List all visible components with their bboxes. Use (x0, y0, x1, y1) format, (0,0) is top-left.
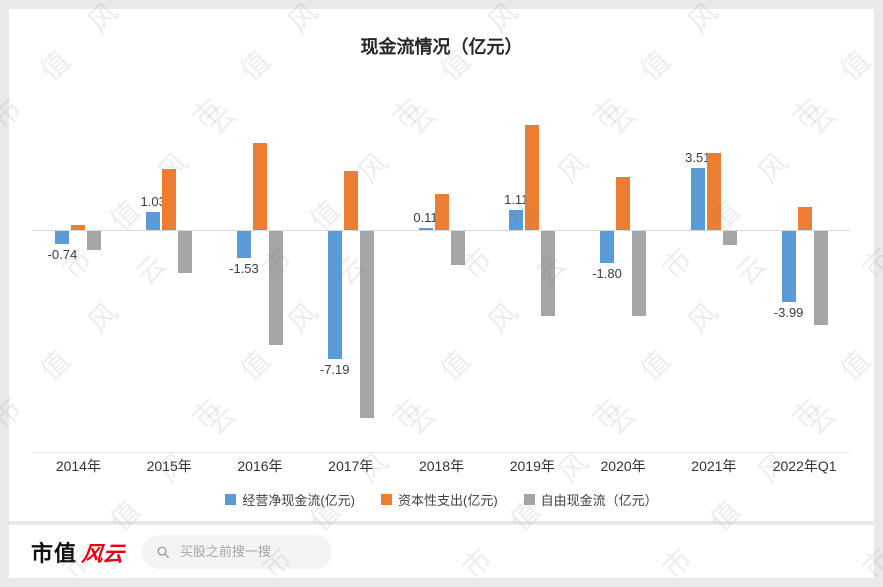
bar-free-cash-flow-2020年 (632, 231, 647, 317)
bar-free-cash-flow-2015年 (178, 231, 193, 274)
bar-free-cash-flow-2022年Q1 (813, 231, 828, 326)
data-label-operating-net-cash-flow-2015年: 1.03 (140, 193, 166, 209)
x-label-2020年: 2020年 (600, 457, 646, 474)
bar-capital-expenditure-2021年 (706, 153, 721, 230)
x-label-2022年Q1: 2022年Q1 (772, 457, 837, 474)
bar-capital-expenditure-2015年 (162, 169, 177, 230)
search-bar[interactable] (142, 534, 333, 569)
data-label-operating-net-cash-flow-2017年: -7.19 (319, 361, 350, 377)
legend-swatch-free-cash-flow (523, 494, 535, 505)
legend-item-operating-net-cash-flow: 经营净现金流(亿元) (225, 490, 355, 509)
data-label-operating-net-cash-flow-2016年: -1.53 (229, 261, 259, 277)
legend-label-capital-expenditure: 资本性支出(亿元) (397, 493, 498, 508)
bar-capital-expenditure-2016年 (252, 142, 267, 230)
legend-label-operating-net-cash-flow: 经营净现金流(亿元) (242, 493, 355, 508)
data-label-operating-net-cash-flow-2014年: -0.74 (47, 247, 78, 263)
legend-item-capital-expenditure: 资本性支出(亿元) (380, 490, 498, 509)
zero-axis-line (33, 230, 850, 231)
legend-label-free-cash-flow: 自由现金流（亿元） (540, 493, 658, 508)
logo-text-fengyun: 风云 (80, 542, 126, 566)
bar-operating-net-cash-flow-2022年Q1 (781, 231, 796, 303)
x-label-2017年: 2017年 (328, 457, 374, 474)
bar-capital-expenditure-2018年 (434, 194, 449, 230)
bar-operating-net-cash-flow-2015年 (146, 211, 161, 230)
bar-capital-expenditure-2020年 (616, 176, 631, 230)
chart-title: 现金流情况（亿元） (360, 37, 523, 57)
data-label-operating-net-cash-flow-2021年: 3.51 (685, 149, 711, 165)
logo-text-shizhi: 市值 (31, 540, 78, 566)
data-label-operating-net-cash-flow-2020年: -1.80 (592, 266, 622, 282)
bar-operating-net-cash-flow-2019年 (509, 210, 524, 230)
x-label-2018年: 2018年 (418, 457, 465, 474)
plot-area: -0.74 1.03 -1.53 -7.19 0.11 1.11 -1.80 3.51 -3.9… (33, 59, 850, 452)
footer-bar: 市值 风云 (9, 525, 874, 578)
legend-swatch-capital-expenditure (380, 494, 392, 505)
data-label-operating-net-cash-flow-2022年Q1: -3.99 (773, 305, 804, 321)
x-label-2021年: 2021年 (691, 457, 737, 474)
logo: 市值 风云 (31, 536, 126, 568)
x-label-2016年: 2016年 (237, 457, 283, 474)
bar-free-cash-flow-2018年 (450, 231, 465, 265)
bar-free-cash-flow-2016年 (268, 231, 283, 346)
x-label-2014年: 2014年 (55, 457, 101, 474)
bar-capital-expenditure-2017年 (343, 171, 358, 230)
bar-operating-net-cash-flow-2014年 (55, 231, 70, 245)
bar-operating-net-cash-flow-2021年 (690, 167, 705, 230)
bar-capital-expenditure-2014年 (71, 224, 86, 230)
legend-swatch-operating-net-cash-flow (225, 494, 237, 505)
search-input[interactable] (177, 543, 319, 560)
bar-operating-net-cash-flow-2020年 (600, 231, 615, 264)
bar-operating-net-cash-flow-2018年 (418, 228, 433, 230)
bar-free-cash-flow-2017年 (359, 231, 374, 418)
x-label-2015年: 2015年 (146, 457, 192, 474)
bar-capital-expenditure-2022年Q1 (797, 206, 812, 230)
chart-card: 现金流情况（亿元） -0.74 1.03 -1.53 -7.19 0.11 1.11 -1.… (9, 9, 874, 521)
bar-operating-net-cash-flow-2016年 (236, 231, 251, 259)
search-icon (157, 546, 169, 558)
x-label-2019年: 2019年 (509, 457, 555, 474)
legend: 经营净现金流(亿元) 资本性支出(亿元) 自由现金流（亿元） (9, 490, 874, 509)
x-axis: 2014年 2015年 2016年 2017年 2018年 2019年 2020年 2021年… (33, 452, 850, 478)
legend-item-free-cash-flow: 自由现金流（亿元） (523, 490, 658, 509)
data-label-operating-net-cash-flow-2018年: 0.11 (413, 210, 438, 226)
bar-free-cash-flow-2021年 (722, 231, 737, 246)
bar-capital-expenditure-2019年 (525, 124, 540, 230)
bar-free-cash-flow-2019年 (541, 231, 556, 317)
bar-free-cash-flow-2014年 (87, 231, 102, 250)
bar-operating-net-cash-flow-2017年 (327, 231, 342, 359)
data-label-operating-net-cash-flow-2019年: 1.11 (504, 192, 529, 208)
